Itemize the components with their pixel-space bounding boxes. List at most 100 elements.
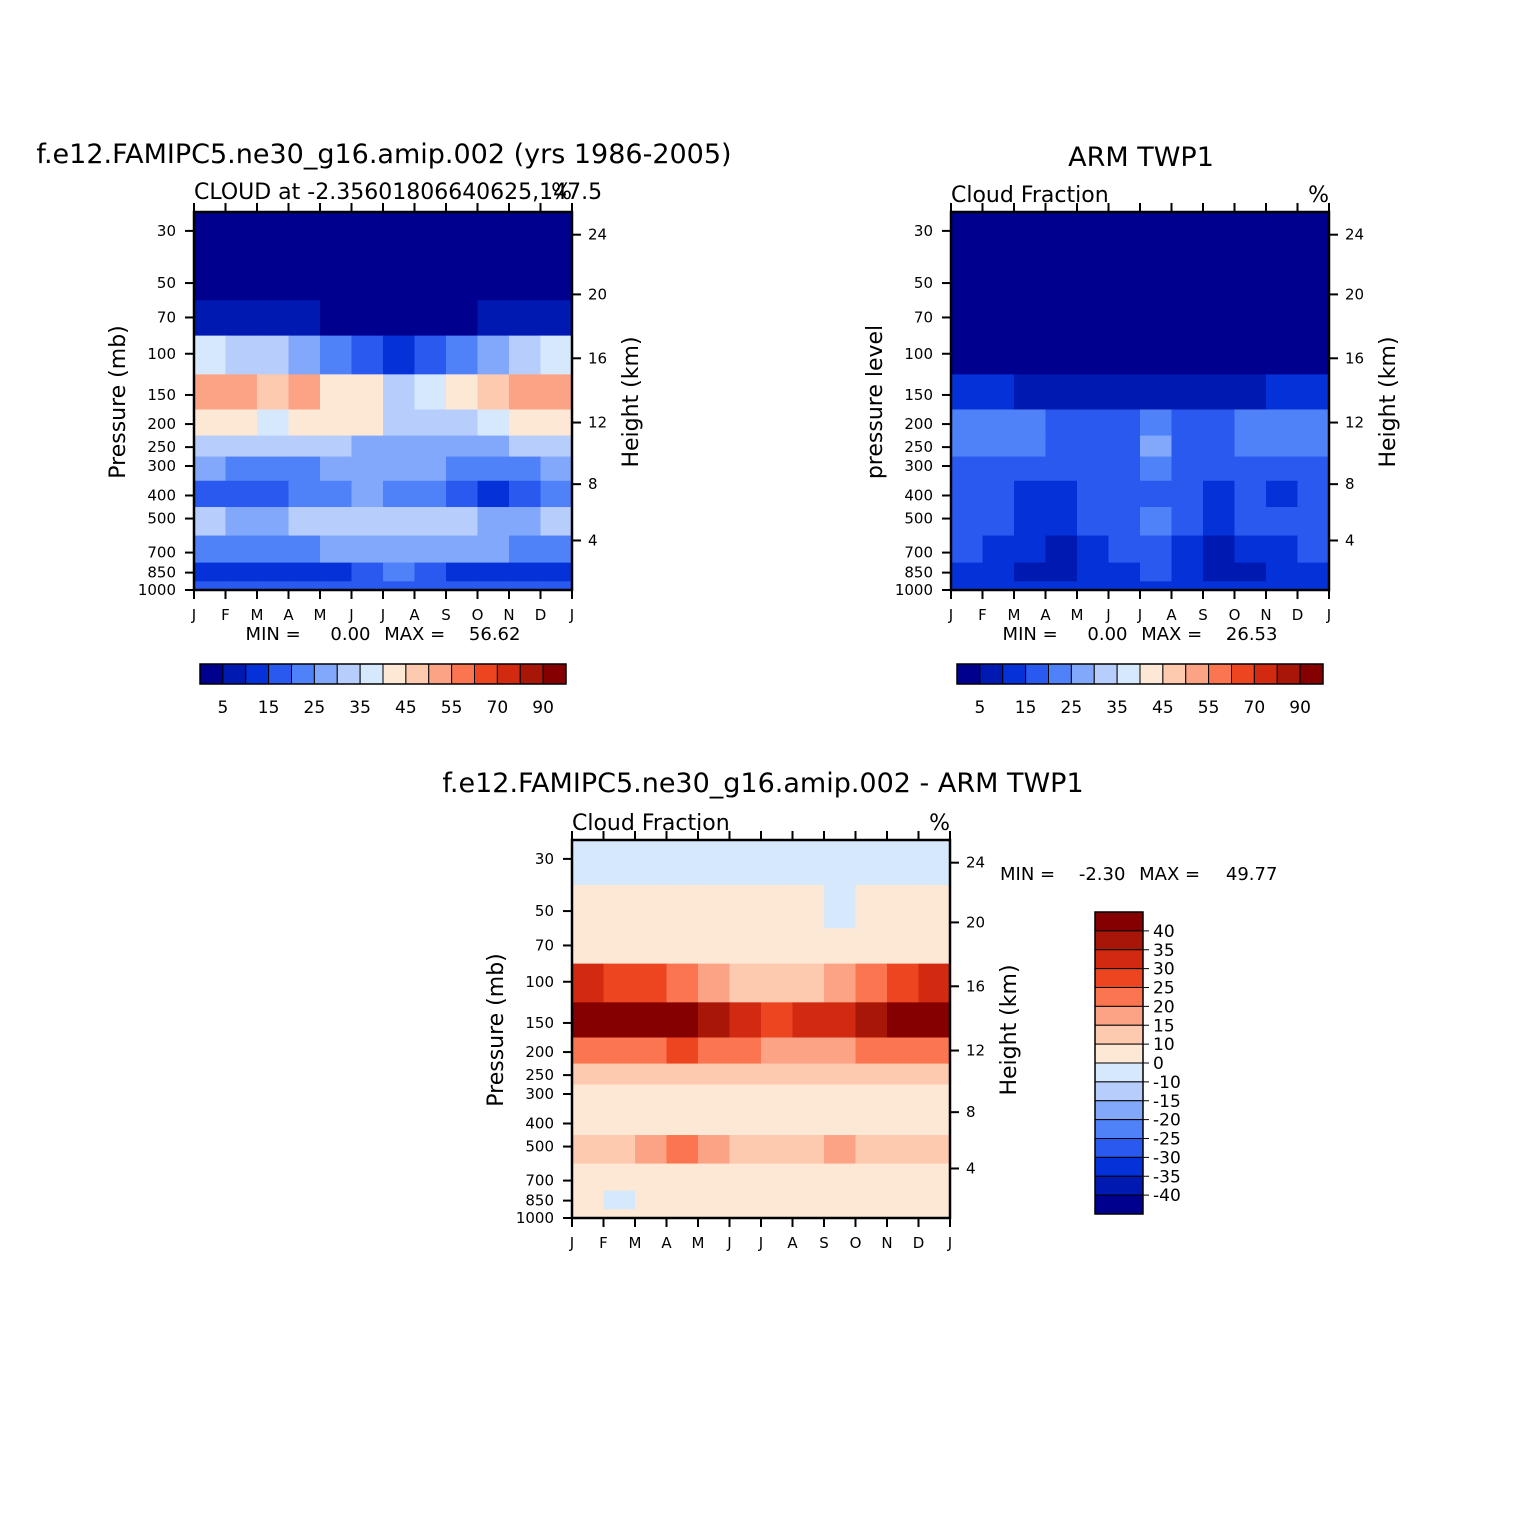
diff-cell	[824, 1163, 857, 1192]
diff-subtitle-left: Cloud Fraction	[572, 811, 730, 836]
diff-cell	[761, 1063, 794, 1086]
diff-cell	[918, 884, 951, 929]
diff-cell	[824, 1063, 857, 1086]
diff-colorbar-box	[1094, 1100, 1144, 1121]
obs-cell	[1045, 335, 1078, 375]
model-cell	[540, 300, 573, 337]
model-cell	[257, 435, 290, 458]
model-cell	[414, 456, 447, 482]
diff-cell	[792, 1135, 825, 1165]
diff-cell	[572, 884, 605, 929]
model-cell	[320, 435, 353, 458]
diff-cell	[824, 963, 857, 1003]
diff-cell	[603, 1108, 636, 1136]
diff-cell	[635, 1163, 668, 1192]
model-cell	[257, 456, 290, 482]
diff-cell	[572, 1063, 605, 1086]
diff-y2tick-label: 24	[966, 854, 985, 872]
diff-cell	[918, 1063, 951, 1086]
model-cell	[446, 256, 479, 301]
diff-cell	[603, 1135, 636, 1165]
model-cell	[383, 300, 416, 337]
diff-ytick-label: 1000	[516, 1209, 554, 1227]
obs-ytick-label: 100	[904, 345, 933, 363]
obs-cell	[1140, 300, 1173, 337]
obs-cell	[1108, 480, 1141, 508]
model-cell	[257, 507, 290, 537]
obs-cell	[1266, 562, 1299, 582]
model-cell	[225, 507, 258, 537]
obs-cell	[982, 300, 1015, 337]
obs-cell	[1108, 256, 1141, 301]
model-cell	[288, 562, 321, 582]
model-cell	[414, 480, 447, 508]
obs-cell	[1297, 507, 1330, 537]
obs-cell	[1171, 507, 1204, 537]
model-cell	[414, 374, 447, 411]
obs-cell	[1297, 335, 1330, 375]
diff-cell	[666, 840, 699, 886]
diff-cell	[635, 1063, 668, 1086]
diff-cell	[887, 1002, 920, 1039]
model-colorbar-label: 25	[304, 698, 326, 718]
model-cell	[414, 507, 447, 537]
obs-cell	[1203, 507, 1236, 537]
diff-cell	[666, 1163, 699, 1192]
diff-cell	[792, 963, 825, 1003]
diff-colorbar-label: -40	[1153, 1186, 1181, 1206]
obs-cell	[1266, 409, 1299, 437]
obs-ytick-label: 30	[914, 222, 933, 240]
model-cell	[383, 409, 416, 437]
diff-cell	[761, 1108, 794, 1136]
diff-y2tick-label: 4	[966, 1159, 976, 1177]
model-colorbar-label: 55	[441, 698, 463, 718]
model-cell	[414, 335, 447, 375]
model-cell	[509, 256, 542, 301]
obs-cell	[1297, 535, 1330, 564]
model-cell	[320, 480, 353, 508]
model-cell	[446, 581, 479, 591]
obs-cell	[1171, 480, 1204, 508]
diff-cell	[572, 1108, 605, 1136]
diff-cell	[792, 1037, 825, 1065]
diff-cell	[887, 1163, 920, 1192]
model-cell	[383, 535, 416, 564]
diff-cell	[887, 1084, 920, 1110]
diff-cell	[887, 963, 920, 1003]
diff-cell	[572, 1135, 605, 1165]
model-cell	[383, 435, 416, 458]
model-y2tick-label: 24	[588, 226, 607, 244]
obs-cell	[1077, 256, 1110, 301]
diff-xtick-label: N	[881, 1234, 892, 1252]
diff-stats: MIN = -2.30 MAX = 49.77	[1000, 864, 1277, 885]
model-cell	[383, 456, 416, 482]
obs-cell	[951, 507, 984, 537]
diff-cell	[918, 1002, 951, 1039]
diff-cell	[855, 1209, 888, 1219]
obs-cell	[1045, 456, 1078, 482]
model-cell	[477, 300, 510, 337]
model-cell	[509, 507, 542, 537]
diff-ytick-label: 850	[525, 1192, 554, 1210]
diff-cell	[729, 1108, 762, 1136]
model-y2tick-label: 12	[588, 414, 607, 432]
model-cell	[320, 581, 353, 591]
obs-cell	[1171, 562, 1204, 582]
diff-cell	[698, 840, 731, 886]
model-cell	[509, 562, 542, 582]
diff-cell	[603, 1209, 636, 1219]
model-cell	[288, 581, 321, 591]
diff-cell	[729, 1163, 762, 1192]
obs-title: ARM TWP1	[1068, 142, 1214, 173]
model-cell	[446, 562, 479, 582]
obs-y2tick-label: 8	[1345, 475, 1355, 493]
model-min-value: 0.00	[330, 624, 370, 645]
obs-cell	[1108, 507, 1141, 537]
model-cell	[288, 374, 321, 411]
diff-colorbar-box	[1094, 1138, 1144, 1158]
diff-colorbar-box	[1094, 987, 1144, 1007]
model-cell	[225, 456, 258, 482]
model-cell	[477, 535, 510, 564]
obs-cell	[1297, 435, 1330, 458]
model-cell	[351, 335, 384, 375]
